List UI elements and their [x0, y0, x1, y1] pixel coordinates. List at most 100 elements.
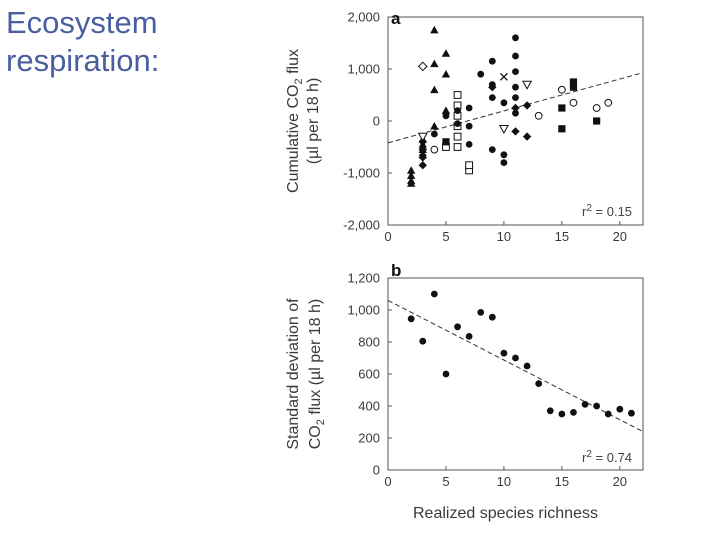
data-point [418, 161, 427, 170]
x-axis-label: Realized species richness [413, 505, 598, 522]
data-point [558, 104, 566, 112]
y-tick-label: 800 [358, 335, 380, 350]
regression-line [387, 299, 644, 433]
data-point [500, 99, 508, 107]
data-point [465, 333, 473, 340]
slide-title-line-1: Ecosystem [6, 5, 158, 40]
x-tick-label: 15 [555, 474, 569, 489]
data-point [465, 122, 473, 130]
data-point [523, 362, 531, 370]
data-point [453, 91, 462, 99]
data-point [512, 52, 519, 60]
data-point [534, 111, 543, 120]
data-point [418, 153, 427, 162]
data-point [512, 109, 519, 117]
data-point [511, 127, 520, 136]
r-squared-label: r2 = 0.74 [582, 449, 632, 465]
y-tick-label: 0 [373, 114, 380, 129]
data-point [488, 83, 497, 92]
y-tick-label: 400 [358, 399, 380, 414]
data-point [557, 85, 566, 94]
panel-label: a [391, 9, 401, 28]
data-point [430, 25, 439, 34]
data-point [406, 171, 416, 179]
y-axis-label: Standard deviation of [285, 298, 302, 450]
data-point [512, 94, 519, 101]
y-tick-label: 1,200 [347, 271, 380, 286]
data-point [604, 410, 612, 418]
data-point [500, 349, 508, 357]
y-axis-label-line-2: CO2 flux (µl per 18 h) [307, 299, 327, 450]
panel-label: b [391, 261, 401, 280]
data-point [488, 313, 496, 321]
data-point [406, 179, 416, 187]
data-point [465, 104, 473, 112]
data-point [488, 57, 496, 65]
data-point [616, 405, 624, 413]
y-axis-label-line-2: (µl per 18 h) [305, 78, 322, 165]
data-point [419, 337, 427, 345]
data-point [569, 83, 578, 91]
data-point [512, 68, 519, 75]
data-point [535, 380, 543, 387]
y-tick-label: 0 [373, 463, 380, 478]
y-tick-label: -2,000 [343, 218, 380, 233]
data-point [546, 407, 554, 415]
data-point [430, 59, 439, 68]
data-point [477, 309, 485, 316]
data-point [430, 85, 439, 94]
data-point [442, 138, 450, 146]
data-point [441, 49, 451, 57]
data-point [500, 151, 508, 159]
data-point [441, 70, 451, 78]
data-point [593, 117, 601, 125]
x-tick-label: 15 [555, 229, 569, 244]
data-point [512, 34, 519, 42]
data-point [522, 101, 532, 110]
y-tick-label: 600 [358, 367, 380, 382]
data-point [569, 98, 578, 107]
x-tick-label: 0 [384, 474, 391, 489]
slide-title: Ecosystem respiration: [6, 4, 266, 80]
data-point [569, 78, 578, 86]
data-point [430, 122, 439, 130]
data-point [488, 146, 496, 154]
data-point [430, 290, 438, 298]
data-point [417, 61, 428, 72]
data-point [430, 145, 439, 154]
data-point [441, 106, 451, 114]
data-point [454, 120, 461, 127]
data-point [558, 410, 566, 418]
x-tick-label: 5 [442, 474, 449, 489]
y-axis-label: Cumulative CO2 flux [285, 49, 305, 193]
data-point [454, 323, 461, 331]
data-point [581, 401, 589, 408]
data-point [465, 141, 473, 148]
y-tick-label: 2,000 [347, 10, 380, 25]
data-point [477, 70, 485, 78]
data-point [628, 409, 635, 417]
data-point [500, 159, 508, 167]
y-tick-label: 1,000 [347, 62, 380, 77]
chart-panel-b: 1,200 1,000 800 600 400 200 00 5 10 15 20 Standard … [285, 261, 644, 522]
data-point [453, 143, 462, 151]
data-point [407, 315, 415, 323]
data-point [558, 125, 566, 133]
data-point [511, 103, 520, 113]
data-point [442, 370, 450, 378]
data-point [522, 132, 532, 141]
x-tick-label: 0 [384, 229, 391, 244]
y-tick-label: 200 [358, 431, 380, 446]
data-point [418, 145, 427, 154]
data-point [406, 166, 416, 174]
y-tick-label: -1,000 [343, 166, 380, 181]
data-point [418, 148, 427, 157]
data-point [488, 94, 496, 101]
data-point [592, 104, 601, 112]
data-point [499, 72, 508, 81]
x-tick-label: 10 [497, 474, 511, 489]
x-tick-label: 5 [442, 229, 449, 244]
r-squared-label: r2 = 0.15 [582, 203, 632, 219]
data-point [442, 112, 450, 120]
